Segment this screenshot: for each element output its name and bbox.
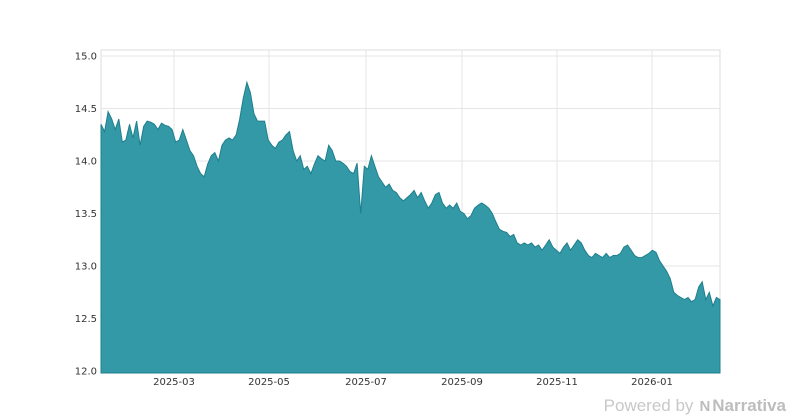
y-axis: 12.0 12.5 13.0 13.5 14.0 14.5 15.0	[75, 52, 97, 378]
narrativa-brand: N Narrativa	[699, 396, 786, 416]
x-tick-label: 2025-07	[345, 377, 387, 388]
brand-name: Narrativa	[712, 396, 786, 415]
x-tick-label: 2025-05	[248, 377, 290, 388]
x-axis: 2025-03 2025-05 2025-07 2025-09 2025-11 2026-…	[153, 377, 673, 388]
y-tick-label: 12.5	[75, 314, 97, 325]
y-tick-label: 13.0	[75, 262, 97, 273]
powered-by-footer: Powered by N Narrativa	[604, 396, 786, 416]
x-tick-label: 2025-03	[153, 377, 195, 388]
y-tick-label: 14.0	[75, 157, 97, 168]
narrativa-logo-icon: N	[699, 397, 711, 415]
area-series	[100, 80, 721, 374]
x-tick-label: 2026-01	[631, 377, 673, 388]
y-tick-label: 13.5	[75, 209, 97, 220]
powered-by-label: Powered by	[603, 396, 694, 415]
y-tick-label: 15.0	[75, 52, 97, 63]
x-tick-label: 2025-09	[441, 377, 483, 388]
y-tick-label: 12.0	[75, 367, 97, 378]
x-tick-label: 2025-11	[536, 377, 578, 388]
y-tick-label: 14.5	[75, 104, 97, 115]
